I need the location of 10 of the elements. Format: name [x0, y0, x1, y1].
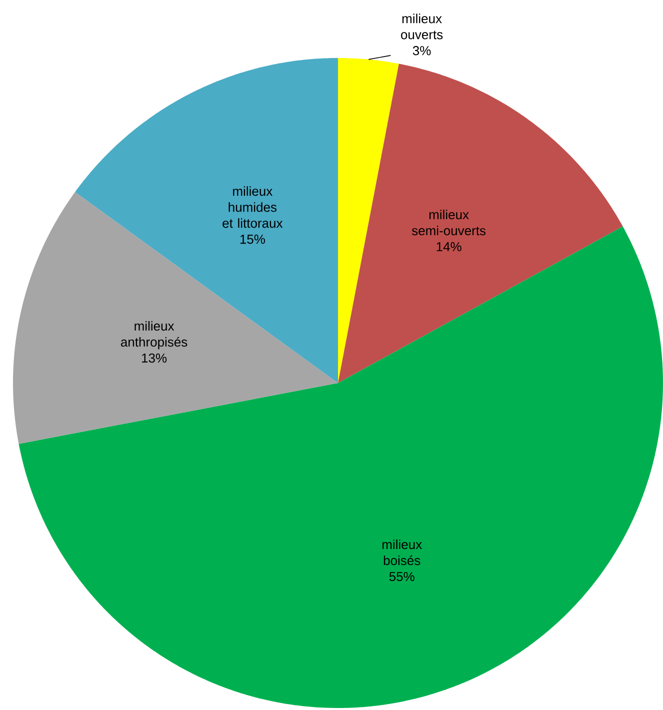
slice-label: milieux humides et littoraux	[222, 186, 283, 228]
slice-label: milieux ouverts	[401, 14, 443, 40]
data-label: 13%	[142, 353, 167, 363]
data-label: 3%	[412, 46, 431, 56]
slice-label: milieux semi-ouverts	[412, 210, 486, 236]
data-label: 15%	[240, 234, 265, 244]
data-label: 55%	[389, 572, 414, 582]
slice-label: milieux anthropisés	[120, 321, 188, 350]
data-label: 14%	[436, 242, 462, 252]
slice-label: milieux boisés	[382, 540, 422, 566]
